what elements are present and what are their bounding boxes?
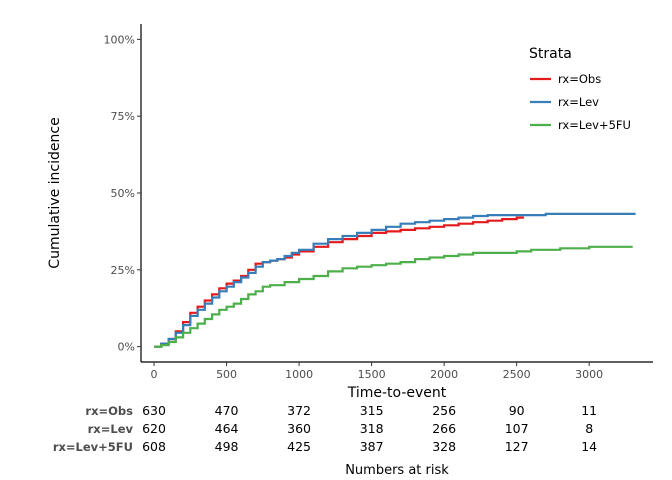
risk-count-2-1: 498 — [215, 439, 239, 454]
y-tick-label-2: 50% — [111, 187, 135, 200]
risk-count-2-5: 127 — [505, 439, 529, 454]
x-tick-label-6: 3000 — [575, 368, 603, 381]
y-tick-label-3: 75% — [111, 110, 135, 123]
risk-count-2-0: 608 — [142, 439, 166, 454]
risk-count-1-5: 107 — [505, 421, 529, 436]
y-tick-label-0: 0% — [118, 341, 135, 354]
x-axis-title: Time-to-event — [347, 385, 447, 401]
risk-count-1-3: 318 — [360, 421, 384, 436]
risk-count-1-2: 360 — [287, 421, 311, 436]
risk-count-0-5: 90 — [509, 403, 525, 418]
risk-count-1-1: 464 — [215, 421, 239, 436]
risk-count-0-1: 470 — [215, 403, 239, 418]
legend-title: Strata — [529, 46, 572, 62]
risk-count-0-2: 372 — [287, 403, 311, 418]
risk-table: Numbers at risk rx=Obs 630 470 372 315 256 90 1… — [53, 403, 597, 478]
risk-count-1-0: 620 — [142, 421, 166, 436]
risk-count-1-4: 266 — [432, 421, 456, 436]
x-tick-label-1: 500 — [216, 368, 237, 381]
risk-count-2-3: 387 — [360, 439, 384, 454]
risk-strata-label-1: rx=Lev — [88, 422, 134, 436]
x-tick-label-0: 0 — [151, 368, 158, 381]
series-line-0 — [154, 216, 524, 348]
risk-table-title: Numbers at risk — [345, 463, 449, 478]
series-line-1 — [154, 212, 636, 348]
legend-label-0: rx=Obs — [558, 72, 601, 86]
series-line-2 — [154, 245, 633, 348]
legend: Strata rx=Obs rx=Lev rx=Lev+5FU — [529, 46, 631, 132]
risk-count-2-6: 14 — [581, 439, 597, 454]
x-tick-label-4: 2000 — [430, 368, 458, 381]
risk-count-0-0: 630 — [142, 403, 166, 418]
y-axis-title: Cumulative incidence — [47, 117, 63, 268]
risk-count-0-4: 256 — [432, 403, 456, 418]
risk-strata-label-0: rx=Obs — [85, 404, 133, 418]
legend-label-2: rx=Lev+5FU — [558, 118, 631, 132]
y-tick-label-4: 100% — [104, 33, 135, 46]
plot-lines — [154, 212, 636, 348]
x-tick-label-2: 1000 — [285, 368, 313, 381]
plot-ticks: 0% 25% 50% 75% 100% 0 500 1000 1500 2000 2500 3000 — [104, 33, 604, 381]
y-tick-label-1: 25% — [111, 264, 135, 277]
risk-count-0-3: 315 — [360, 403, 384, 418]
legend-label-1: rx=Lev — [558, 95, 599, 109]
risk-count-1-6: 8 — [585, 421, 593, 436]
x-tick-label-5: 2500 — [503, 368, 531, 381]
risk-count-2-4: 328 — [432, 439, 456, 454]
risk-count-0-6: 11 — [581, 403, 597, 418]
risk-strata-label-2: rx=Lev+5FU — [53, 440, 133, 454]
x-tick-label-3: 1500 — [358, 368, 386, 381]
risk-count-2-2: 425 — [287, 439, 311, 454]
